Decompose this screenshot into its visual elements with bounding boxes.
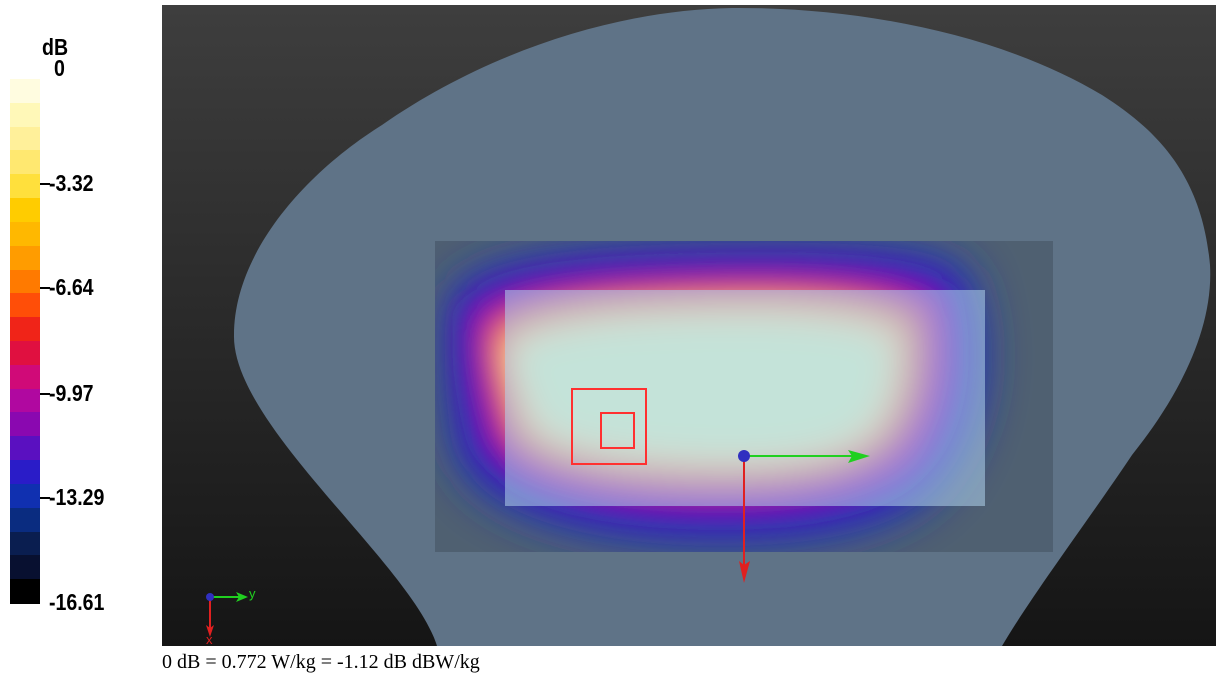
color-bar-segment — [10, 483, 40, 509]
scene-svg: y x — [162, 5, 1216, 646]
origin-marker — [738, 450, 750, 462]
legend-tick-mark — [40, 392, 50, 395]
color-bar-segment — [10, 507, 40, 533]
color-bar-segment — [10, 341, 40, 366]
reference-caption: 0 dB = 0.772 W/kg = -1.12 dB dBW/kg — [162, 651, 480, 673]
color-bar-segment — [10, 293, 40, 318]
legend-tick-label: -9.97 — [49, 379, 94, 406]
legend-tick-label: -16.61 — [49, 589, 105, 615]
color-bar-segment — [10, 579, 40, 604]
color-bar-segment — [10, 317, 40, 342]
legend-tick-mark — [40, 497, 50, 500]
legend-tick-mark — [40, 182, 50, 185]
color-bar-segment — [10, 198, 40, 223]
legend-tick-label: 0 — [54, 55, 65, 81]
legend-tick-label: -13.29 — [49, 484, 105, 511]
color-bar-segment — [10, 364, 40, 390]
color-bar-segment — [10, 412, 40, 437]
color-bar-segment — [10, 531, 40, 556]
gizmo-x-label: x — [206, 632, 213, 646]
peak-cube-inner — [600, 412, 635, 449]
color-bar — [10, 79, 40, 604]
color-bar-segment — [10, 436, 40, 461]
color-bar-segment — [10, 102, 40, 128]
legend-tick-label: -3.32 — [49, 169, 94, 196]
peak-cube-outer — [571, 388, 647, 465]
color-bar-segment — [10, 460, 40, 485]
color-bar-segment — [10, 245, 40, 271]
color-bar-segment — [10, 150, 40, 175]
color-bar-segment — [10, 388, 40, 414]
3d-viewport[interactable]: y x — [162, 5, 1216, 646]
x-axis-arrowhead — [739, 561, 750, 583]
color-bar-segment — [10, 126, 40, 152]
legend-tick-label: -6.64 — [49, 274, 94, 301]
coordinate-axes — [738, 450, 870, 583]
legend-unit: dB — [42, 34, 69, 60]
color-bar-segment — [10, 174, 40, 199]
color-scale-legend: dB 0 -3.32 -6.64 -9.97 -13.29 -16.61 — [0, 0, 160, 640]
y-axis-arrowhead — [848, 450, 870, 463]
color-bar-segment — [10, 221, 40, 247]
color-bar-segment — [10, 269, 40, 294]
orientation-gizmo: y x — [206, 586, 256, 646]
color-bar-segment — [10, 79, 40, 104]
legend-tick-mark — [40, 287, 50, 290]
gizmo-y-label: y — [249, 586, 256, 601]
color-bar-segment — [10, 555, 40, 580]
